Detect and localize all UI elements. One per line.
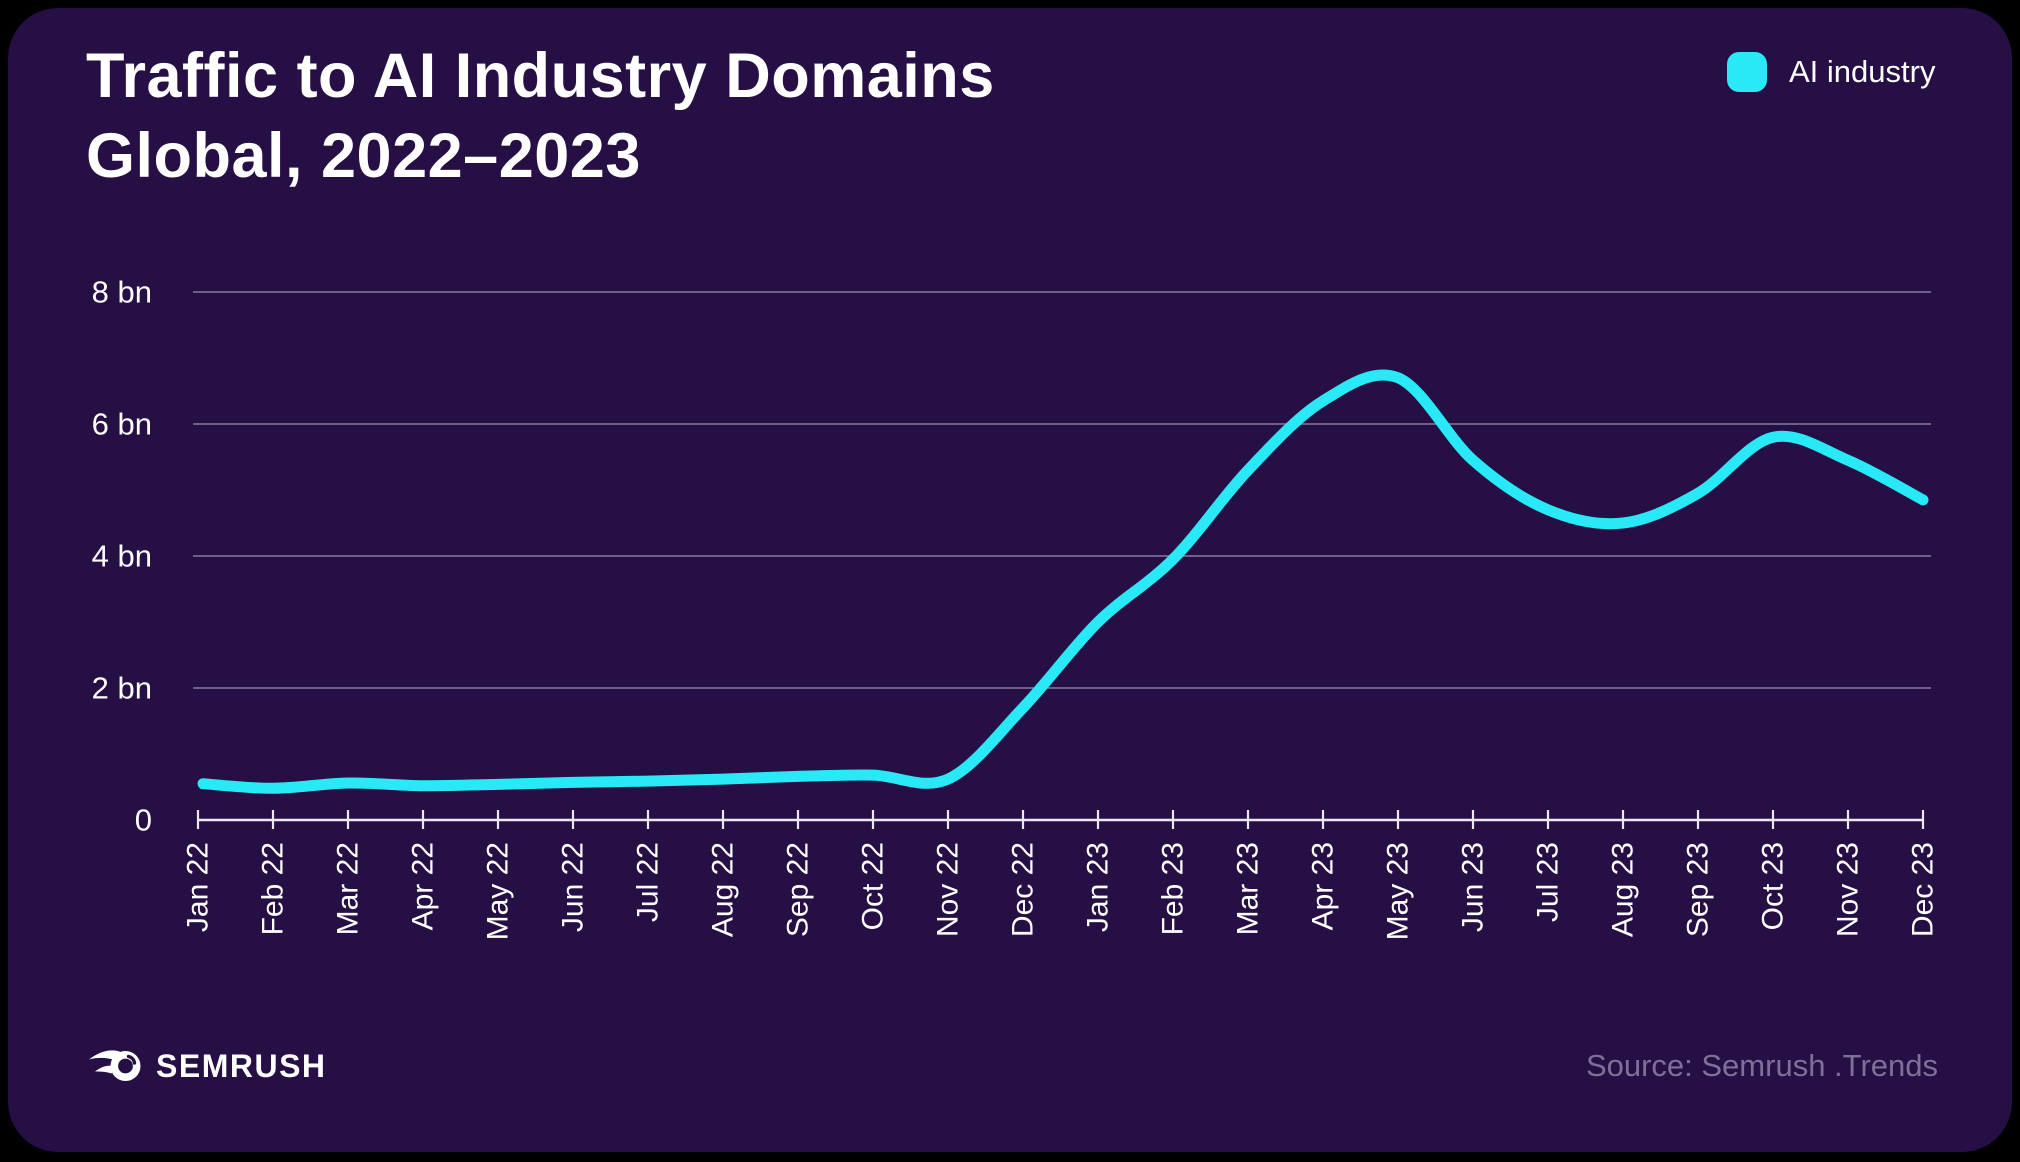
y-tick-label: 6 bn [92, 407, 152, 442]
x-axis-labels: Jan 22 Feb 22 Mar 22 Apr 22 May 22 Jun 22 Jul … [182, 842, 1940, 940]
x-tick-label: Jun 22 [557, 842, 590, 932]
x-tick-label: Dec 22 [1007, 842, 1040, 937]
source-attribution: Source: Semrush .Trends [1585, 1048, 1938, 1083]
x-tick-label: Mar 23 [1232, 842, 1265, 935]
y-tick-label: 8 bn [92, 275, 152, 310]
legend-label: AI industry [1789, 54, 1936, 89]
legend-swatch-ai-industry [1727, 52, 1767, 92]
semrush-logo-text: SEMRUSH [156, 1047, 327, 1084]
x-tick-label: Feb 23 [1157, 842, 1190, 935]
x-tick-label: Jan 22 [182, 842, 215, 932]
ai-industry-line [197, 369, 1929, 794]
x-tick-label: Nov 23 [1832, 842, 1865, 937]
x-axis [196, 810, 1925, 829]
x-tick-label: Jul 22 [632, 842, 665, 922]
chart-title: Traffic to AI Industry Domains Global, 2… [86, 36, 995, 196]
x-tick-label: Aug 22 [707, 842, 740, 937]
chart-title-line1: Traffic to AI Industry Domains [86, 41, 995, 111]
x-tick-label: Feb 22 [257, 842, 290, 935]
chart-title-line2: Global, 2022–2023 [86, 121, 641, 191]
x-tick-label: Oct 22 [857, 842, 890, 930]
x-tick-label: May 23 [1382, 842, 1415, 940]
x-tick-label: Aug 23 [1607, 842, 1640, 937]
legend: AI industry [1727, 52, 1935, 92]
semrush-logo: SEMRUSH [88, 1042, 327, 1090]
gridlines [193, 291, 1931, 689]
x-tick-label: Sep 23 [1682, 842, 1715, 937]
x-tick-label: Jun 23 [1457, 842, 1490, 932]
x-tick-label: Jan 23 [1082, 842, 1115, 932]
y-tick-label: 4 bn [92, 539, 152, 574]
x-tick-label: Nov 22 [932, 842, 965, 937]
x-tick-label: Sep 22 [782, 842, 815, 937]
x-tick-label: May 22 [482, 842, 515, 940]
x-tick-label: Apr 22 [407, 842, 440, 930]
x-tick-label: Jul 23 [1532, 842, 1565, 922]
semrush-logo-icon [89, 1050, 141, 1081]
x-tick-label: Dec 23 [1907, 842, 1940, 937]
y-axis-labels: 0 2 bn 4 bn 6 bn 8 bn [92, 275, 152, 838]
x-tick-label: Oct 23 [1757, 842, 1790, 930]
y-tick-label: 2 bn [92, 671, 152, 706]
x-tick-label: Apr 23 [1307, 842, 1340, 930]
chart-card [8, 8, 2012, 1152]
x-tick-label: Mar 22 [332, 842, 365, 935]
y-tick-label: 0 [135, 803, 152, 838]
